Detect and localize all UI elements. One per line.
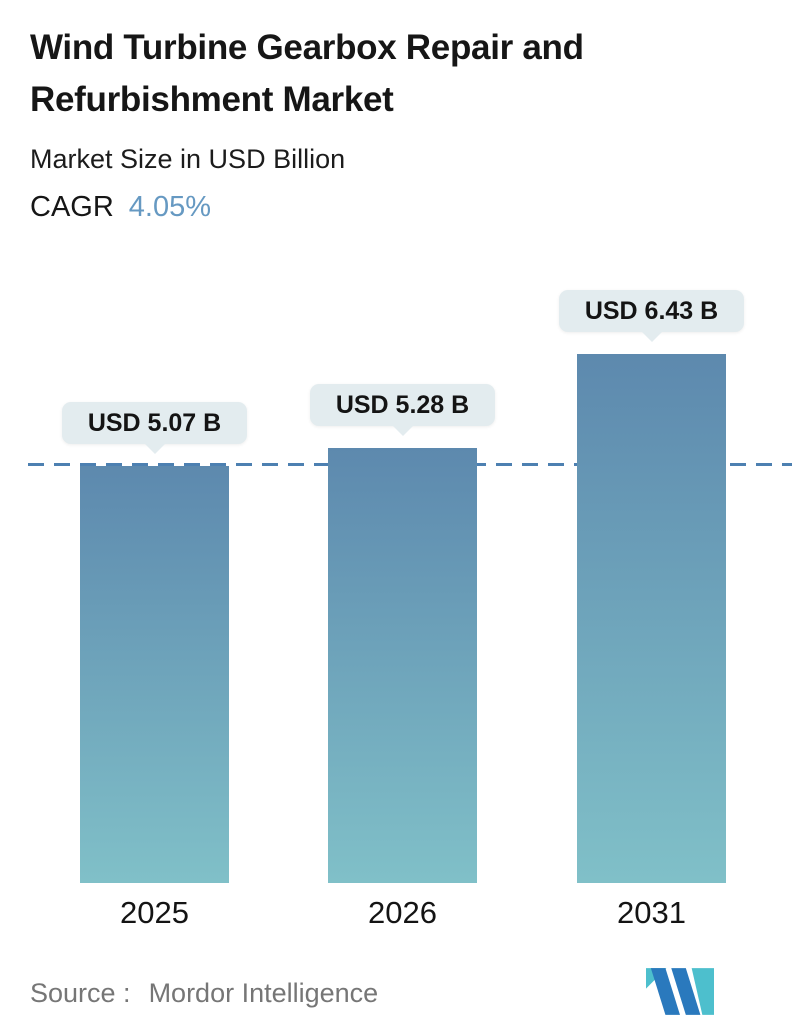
bar-group-2025: USD 5.07 B 2025	[61, 402, 248, 930]
bar-2025	[80, 466, 229, 883]
bar-group-2026: USD 5.28 B 2026	[309, 384, 496, 930]
chart-title: Wind Turbine Gearbox Repair and Refurbis…	[30, 28, 584, 119]
value-callout: USD 5.07 B	[61, 402, 248, 454]
chart-header: Wind Turbine Gearbox Repair and Refurbis…	[30, 22, 760, 224]
x-axis-label-2026: 2026	[368, 895, 437, 930]
source-label: Source :	[30, 978, 131, 1008]
value-callout-label: USD 6.43 B	[558, 290, 745, 332]
cagr-value: 4.05%	[128, 190, 212, 223]
bar-group-2031: USD 6.43 B 2031	[558, 290, 745, 930]
callout-pointer-icon	[640, 331, 663, 342]
cagr-label: CAGR	[30, 190, 114, 223]
value-callout: USD 5.28 B	[309, 384, 496, 436]
bar-chart: USD 5.07 B 2025 USD 5.28 B 2026 USD 6.43…	[0, 270, 796, 930]
value-callout: USD 6.43 B	[558, 290, 745, 342]
callout-pointer-icon	[391, 425, 414, 436]
bar-2031	[577, 354, 726, 883]
mordor-intelligence-logo-icon	[646, 968, 714, 1015]
value-callout-label: USD 5.07 B	[61, 402, 248, 444]
source-attribution: Source : Mordor Intelligence	[30, 978, 378, 1009]
source-value: Mordor Intelligence	[148, 978, 379, 1008]
callout-pointer-icon	[143, 443, 166, 454]
x-axis-label-2031: 2031	[617, 895, 686, 930]
x-axis-label-2025: 2025	[120, 895, 189, 930]
bar-2026	[328, 448, 477, 883]
chart-subtitle: Market Size in USD Billion	[30, 143, 346, 174]
value-callout-label: USD 5.28 B	[309, 384, 496, 426]
cagr-row: CAGR 4.05%	[30, 191, 760, 224]
